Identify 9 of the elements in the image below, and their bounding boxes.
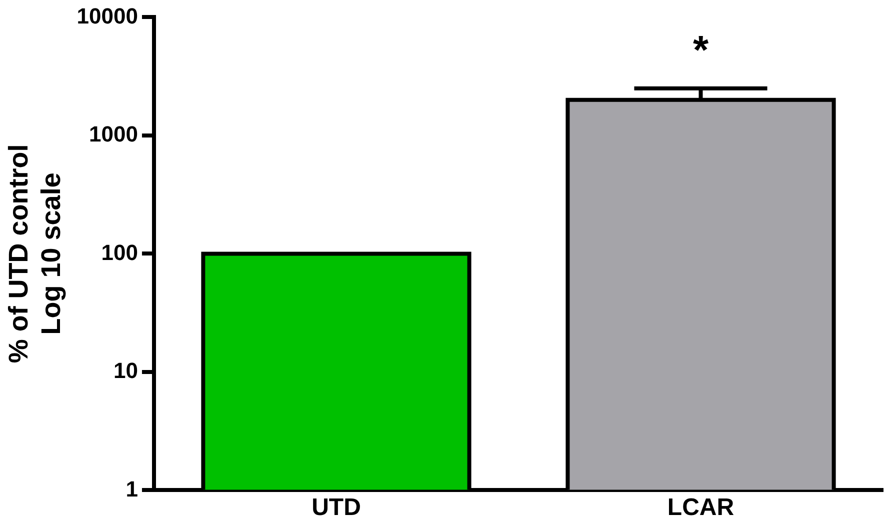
y-tick-label: 10 [113,358,138,384]
y-axis-title: % of UTD control Log 10 scale [4,144,66,364]
y-tick-label: 1000 [89,122,138,147]
x-tick-label: UTD [312,494,361,522]
x-tick-label: LCAR [667,494,734,522]
annotation: * [692,28,709,72]
y-tick-label: 10000 [76,3,138,28]
y-tick-label: 100 [101,240,138,265]
y-tick-label: 1 [126,476,138,502]
